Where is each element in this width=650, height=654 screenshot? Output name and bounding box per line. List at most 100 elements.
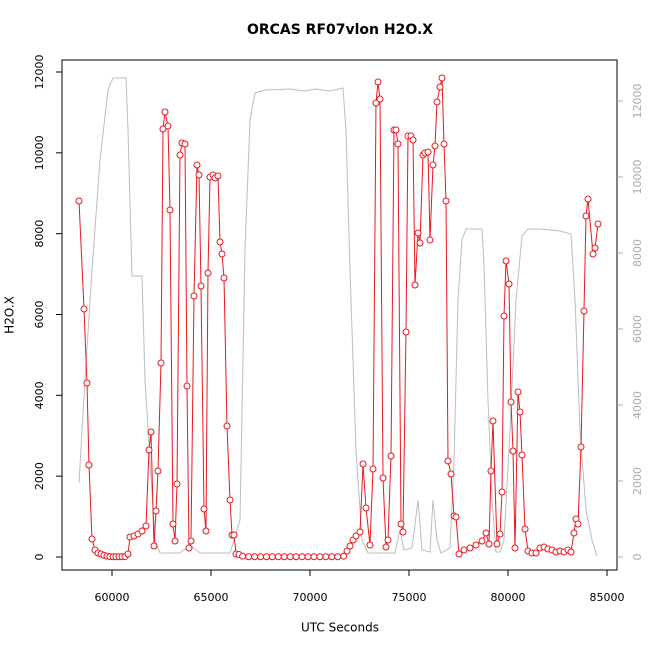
point	[502, 257, 510, 265]
y-tick-label: 0	[33, 553, 46, 560]
point	[478, 537, 486, 545]
point	[507, 398, 515, 406]
point	[334, 553, 342, 561]
point	[397, 520, 405, 528]
point	[511, 544, 519, 552]
point	[394, 140, 402, 148]
point	[589, 250, 597, 258]
point	[485, 540, 493, 548]
x-tick-label: 70000	[292, 591, 327, 604]
point	[362, 504, 370, 512]
x-axis-label: UTC Seconds	[301, 621, 379, 635]
y-tick-label: 8000	[33, 220, 46, 248]
point	[411, 281, 419, 289]
x-tick-label: 80000	[490, 591, 525, 604]
point	[379, 474, 387, 482]
x-tick-label: 85000	[590, 591, 625, 604]
point	[193, 161, 201, 169]
point	[356, 528, 364, 536]
point	[409, 136, 417, 144]
y2-tick-label: 0	[631, 554, 644, 561]
point	[399, 528, 407, 536]
point	[262, 553, 270, 561]
y2-tick-label: 6000	[631, 315, 644, 343]
series-line	[78, 77, 599, 558]
point	[374, 78, 382, 86]
point	[292, 553, 300, 561]
point	[202, 527, 210, 535]
point	[164, 122, 172, 130]
point	[384, 536, 392, 544]
point	[195, 171, 203, 179]
point	[591, 244, 599, 252]
y-axis-label: H2O.X	[3, 296, 17, 334]
point	[466, 544, 474, 552]
point	[200, 505, 208, 513]
point	[594, 220, 602, 228]
point	[80, 305, 88, 313]
point	[369, 465, 377, 473]
point	[245, 553, 253, 561]
point	[166, 206, 174, 214]
point	[171, 537, 179, 545]
point	[424, 148, 432, 156]
y-tick-label: 4000	[33, 381, 46, 409]
point	[239, 552, 247, 560]
point	[214, 172, 222, 180]
point	[429, 161, 437, 169]
point	[88, 535, 96, 543]
point	[161, 108, 169, 116]
point	[440, 140, 448, 148]
point	[280, 553, 288, 561]
plot-frame	[61, 59, 618, 571]
point	[574, 520, 582, 528]
x-tick-label: 60000	[94, 591, 129, 604]
point	[498, 488, 506, 496]
x-tick-label: 75000	[391, 591, 426, 604]
point	[220, 274, 228, 282]
point	[376, 95, 384, 103]
x-tick-label: 65000	[193, 591, 228, 604]
y-tick-label: 6000	[33, 300, 46, 328]
point	[346, 542, 354, 550]
point	[190, 292, 198, 300]
point	[310, 553, 318, 561]
y2-tick-label: 12000	[631, 84, 644, 119]
point	[322, 553, 330, 561]
point	[392, 126, 400, 134]
point	[83, 379, 91, 387]
point	[577, 443, 585, 451]
point	[518, 451, 526, 459]
point	[487, 467, 495, 475]
point	[567, 548, 575, 556]
point	[402, 328, 410, 336]
y2-tick-label: 8000	[631, 239, 644, 267]
point	[328, 553, 336, 561]
point	[582, 212, 590, 220]
point	[584, 195, 592, 203]
point	[444, 457, 452, 465]
point	[352, 532, 360, 540]
point	[340, 552, 348, 560]
point	[226, 496, 234, 504]
point	[152, 507, 160, 515]
point	[181, 140, 189, 148]
point	[216, 238, 224, 246]
point	[455, 550, 463, 558]
y2-tick-label: 10000	[631, 160, 644, 195]
point	[75, 197, 83, 205]
point	[493, 540, 501, 548]
y2-tick-label: 2000	[631, 467, 644, 495]
point	[452, 513, 460, 521]
point	[532, 549, 540, 557]
point	[230, 531, 238, 539]
point	[150, 542, 158, 550]
point	[268, 553, 276, 561]
point	[145, 446, 153, 454]
point	[460, 546, 468, 554]
point	[169, 520, 177, 528]
point	[197, 282, 205, 290]
chart-title: ORCAS RF07vlon H2O.X	[247, 22, 433, 38]
point	[256, 553, 264, 561]
y-tick-label: 2000	[33, 462, 46, 490]
